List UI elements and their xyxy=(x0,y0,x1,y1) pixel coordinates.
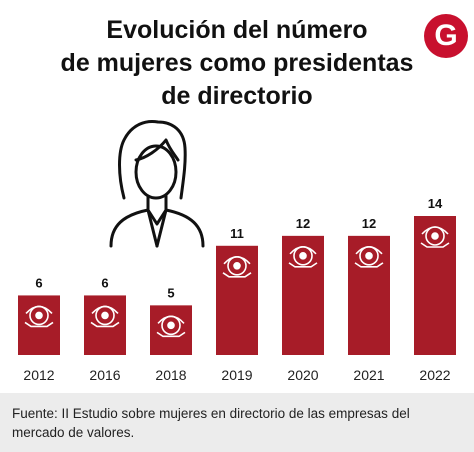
woman-avatar-icon xyxy=(109,120,205,248)
seal-emblem-icon xyxy=(354,246,384,268)
value-label-2018: 5 xyxy=(167,285,174,300)
seal-emblem-icon xyxy=(156,315,186,338)
x-tick-label-2012: 2012 xyxy=(23,367,54,383)
title-line-2: de mujeres como presidentas xyxy=(60,49,414,77)
value-label-2021: 12 xyxy=(362,216,376,231)
bars-layer: 6 2012 6 2016 5 2018 11 2019 12 2020 12 2021 14 2022 xyxy=(18,196,456,383)
title-line-3: de directorio xyxy=(161,82,313,110)
x-tick-label-2018: 2018 xyxy=(155,367,186,383)
value-label-2019: 11 xyxy=(230,226,244,241)
value-label-2012: 6 xyxy=(35,275,42,290)
seal-emblem-icon xyxy=(288,246,318,268)
brand-logo: G xyxy=(424,14,468,58)
value-label-2020: 12 xyxy=(296,216,310,231)
value-label-2016: 6 xyxy=(101,275,108,290)
x-tick-label-2021: 2021 xyxy=(353,367,384,383)
seal-emblem-icon xyxy=(420,226,450,248)
chart-title: Evolución del número de mujeres como pre… xyxy=(30,14,444,113)
bar-chart: 6 2012 6 2016 5 2018 11 2019 12 2020 12 2021 14 2022 xyxy=(18,120,456,383)
seal-emblem-icon xyxy=(90,305,120,328)
x-tick-label-2019: 2019 xyxy=(221,367,252,383)
x-tick-label-2020: 2020 xyxy=(287,367,318,383)
bar-2018 xyxy=(150,305,192,355)
title-line-1: Evolución del número xyxy=(106,16,368,44)
source-note: Fuente: II Estudio sobre mujeres en dire… xyxy=(0,393,474,452)
seal-emblem-icon xyxy=(24,305,54,328)
seal-emblem-icon xyxy=(222,255,252,278)
x-tick-label-2022: 2022 xyxy=(419,367,450,383)
x-tick-label-2016: 2016 xyxy=(89,367,120,383)
value-label-2022: 14 xyxy=(428,196,443,211)
